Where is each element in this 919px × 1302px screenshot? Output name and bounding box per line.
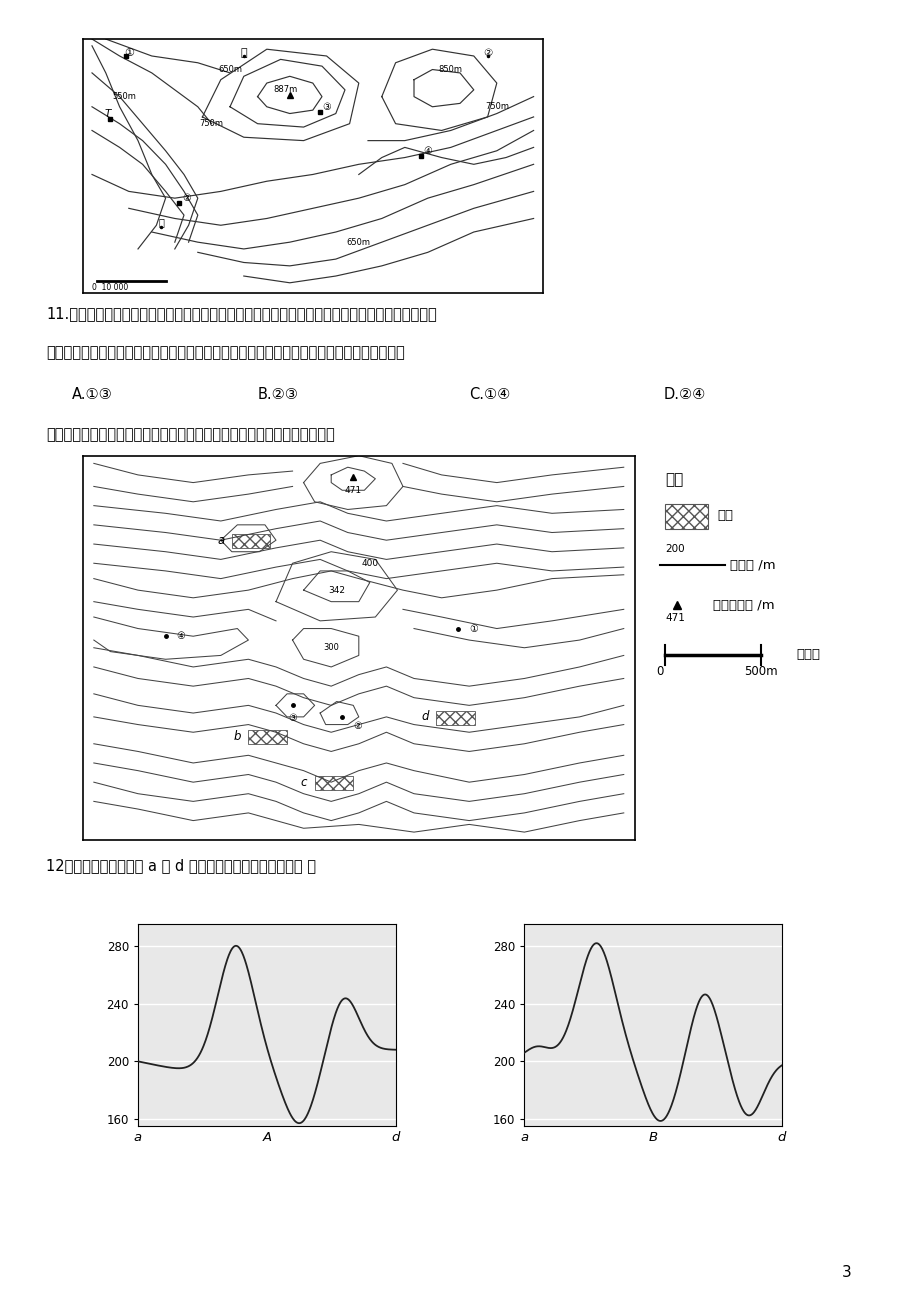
Text: 甲: 甲 — [158, 217, 164, 227]
Bar — [248, 730, 287, 743]
Text: 471: 471 — [345, 487, 361, 496]
Bar — [232, 534, 270, 548]
Text: 山峰和高程 /m: 山峰和高程 /m — [712, 599, 774, 612]
Text: 12、学习小组绘制的由 a 到 d 四幅地形剖面图，正确的是（ ）: 12、学习小组绘制的由 a 到 d 四幅地形剖面图，正确的是（ ） — [46, 858, 315, 874]
Text: d: d — [421, 711, 428, 724]
Bar — [664, 504, 708, 529]
Text: 650m: 650m — [346, 238, 370, 246]
Text: 471: 471 — [664, 613, 685, 624]
Text: ④: ④ — [423, 146, 432, 156]
Text: A.①③: A.①③ — [72, 387, 112, 402]
Text: c: c — [300, 776, 307, 789]
Text: ③: ③ — [322, 102, 331, 112]
Text: a: a — [217, 534, 224, 547]
Text: 750m: 750m — [484, 103, 508, 111]
Text: 比例尺: 比例尺 — [796, 648, 820, 661]
Bar — [314, 776, 353, 790]
Text: 300: 300 — [323, 643, 339, 652]
Text: 11.猎人熟悉动物习性，知道山羊喜欢在陡峻的山崖活动，而水鹿被追赶过后，会寻找有水的地方喝: 11.猎人熟悉动物习性，知道山羊喜欢在陡峻的山崖活动，而水鹿被追赶过后，会寻找有… — [46, 306, 437, 322]
Text: B.②③: B.②③ — [257, 387, 298, 402]
Text: 村庄: 村庄 — [717, 509, 733, 522]
Text: ②: ② — [482, 48, 492, 57]
Text: 等高线 /m: 等高线 /m — [729, 559, 775, 572]
Text: b: b — [233, 729, 241, 742]
Text: ③: ③ — [288, 713, 297, 723]
Text: 0  10 000: 0 10 000 — [92, 284, 128, 293]
Text: ②: ② — [182, 193, 190, 203]
Text: D.②④: D.②④ — [664, 387, 706, 402]
Text: 0: 0 — [656, 665, 664, 678]
Text: ①: ① — [469, 624, 478, 634]
Text: 550m: 550m — [112, 92, 136, 102]
Text: C.①④: C.①④ — [469, 387, 510, 402]
Text: 3: 3 — [841, 1266, 850, 1280]
Text: 342: 342 — [328, 586, 345, 595]
Text: T: T — [105, 108, 111, 118]
Text: ②: ② — [353, 721, 362, 730]
Text: 水。在这次打猎中，他捕获了山羊和水鹿，请问他最有可能分别在图中哪两处捕获这两种动物: 水。在这次打猎中，他捕获了山羊和水鹿，请问他最有可能分别在图中哪两处捕获这两种动… — [46, 345, 404, 361]
Text: 500m: 500m — [743, 665, 777, 678]
Text: 丙: 丙 — [240, 48, 247, 57]
Text: ④: ④ — [176, 631, 186, 641]
Text: 某地理学习小组对图示我国江南某区域进行野外考察。读图完成下列问题。: 某地理学习小组对图示我国江南某区域进行野外考察。读图完成下列问题。 — [46, 427, 335, 443]
Text: 图例: 图例 — [664, 473, 683, 487]
Text: 850m: 850m — [438, 65, 462, 74]
Bar — [436, 711, 474, 725]
Text: 400: 400 — [361, 559, 378, 568]
Text: 650m: 650m — [218, 65, 242, 74]
Text: 200: 200 — [664, 544, 684, 553]
Text: 887m: 887m — [273, 86, 297, 94]
Text: 750m: 750m — [199, 120, 223, 128]
Text: ①: ① — [124, 48, 133, 57]
